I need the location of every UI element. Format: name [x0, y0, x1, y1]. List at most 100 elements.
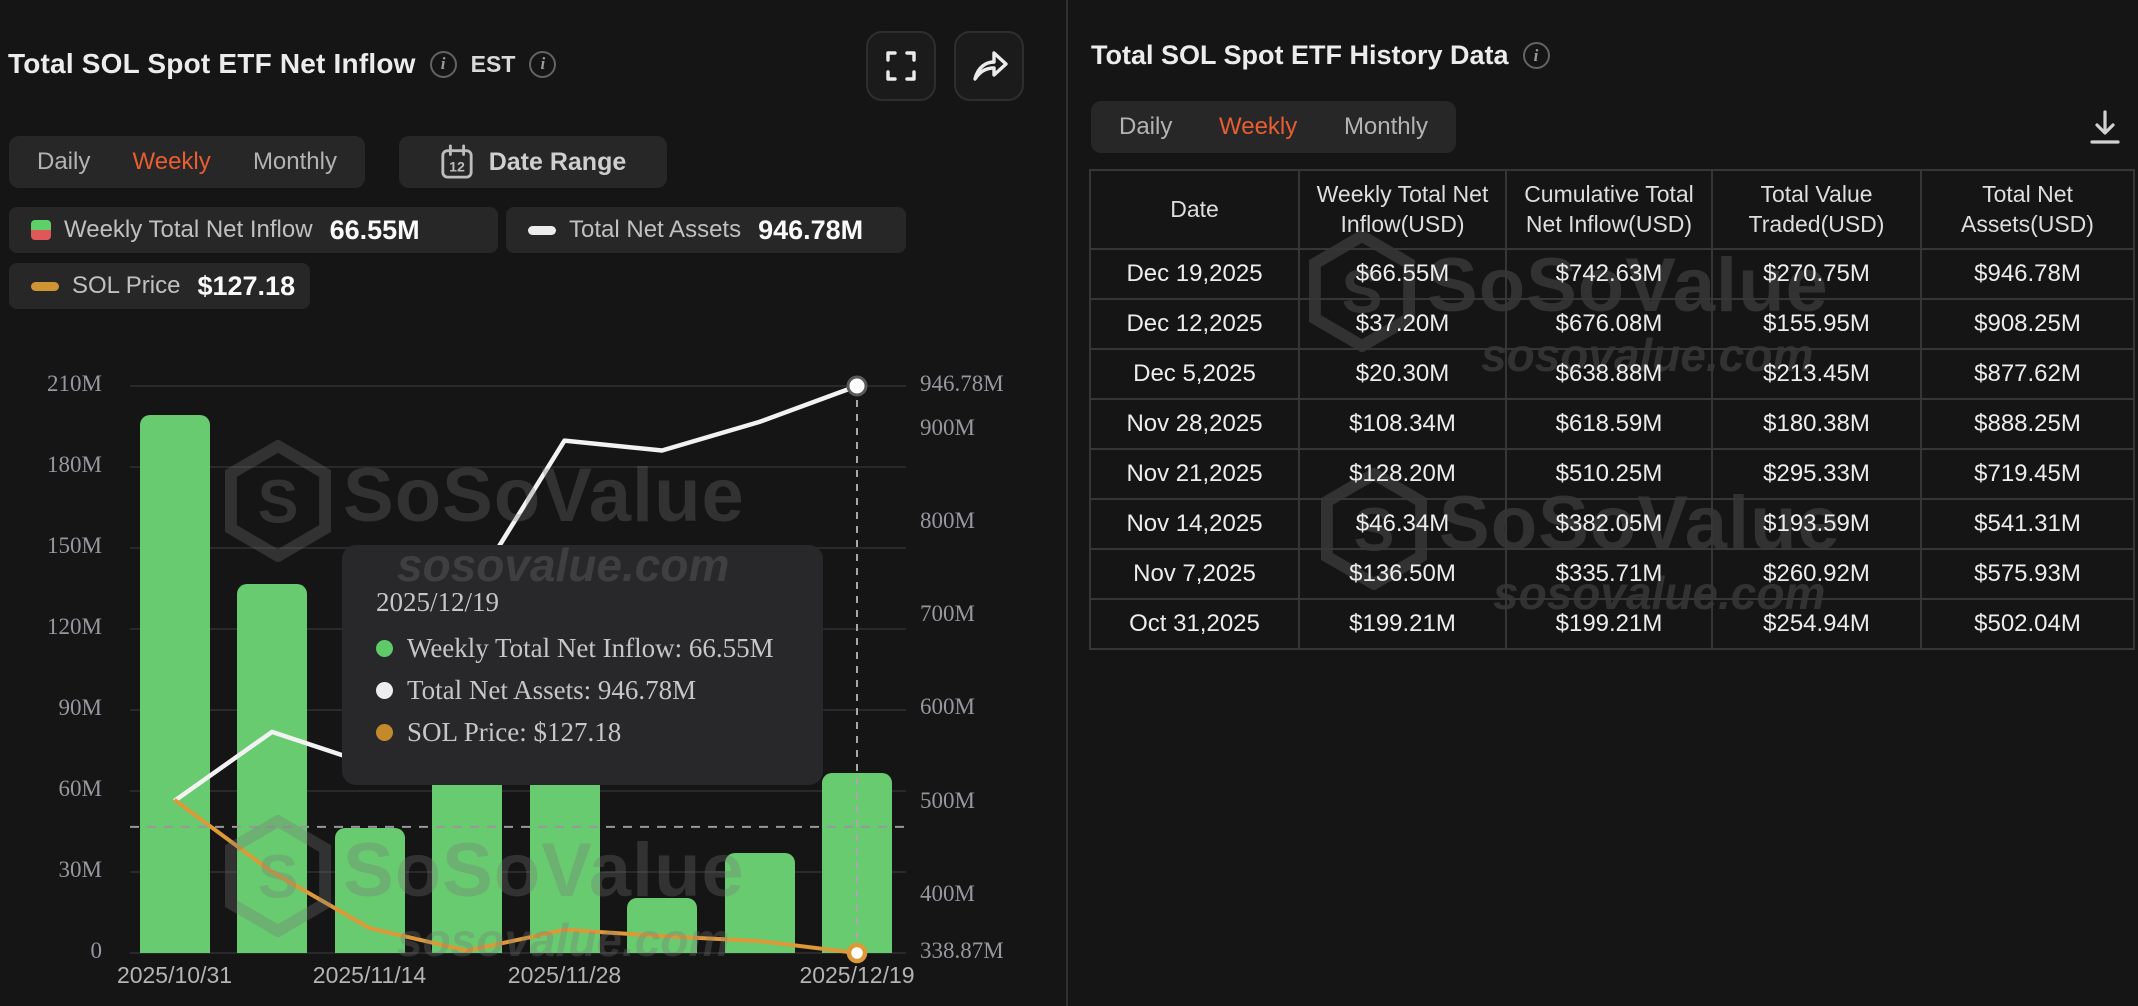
legend-label: Total Net Assets [569, 216, 742, 243]
tooltip-row: Weekly Total Net Inflow: 66.55M [376, 633, 774, 664]
download-button[interactable] [2083, 103, 2127, 151]
table-cell: $510.25M [1505, 448, 1713, 500]
inflow-bar[interactable] [724, 852, 795, 953]
chart-header: Total SOL Spot ETF Net Inflow i EST i [8, 48, 557, 80]
left-axis-tick-label: 30M [58, 857, 102, 882]
x-axis-tick-label: 2025/12/19 [799, 962, 915, 988]
inflow-bar[interactable] [139, 415, 210, 953]
download-icon [2090, 110, 2120, 144]
history-title: Total SOL Spot ETF History Data [1091, 40, 1509, 70]
table-cell: Oct 31,2025 [1089, 598, 1300, 650]
tab-daily[interactable]: Daily [1119, 113, 1173, 140]
table-cell: $213.45M [1711, 348, 1922, 400]
calendar-icon: 12 [441, 144, 473, 179]
table-row: Nov 21,2025 $128.20M $510.25M $295.33M $719.… [1089, 448, 2135, 500]
table-cell: $46.34M [1298, 498, 1507, 550]
table-cell: $193.59M [1711, 498, 1922, 550]
table-cell: $908.25M [1920, 298, 2135, 350]
tab-daily[interactable]: Daily [37, 148, 91, 175]
table-row: Dec 19,2025 $66.55M $742.63M $270.75M $946.7… [1089, 248, 2135, 300]
tab-monthly[interactable]: Monthly [1343, 113, 1428, 140]
timezone-info-icon[interactable]: i [529, 50, 557, 78]
inflow-bar[interactable] [237, 584, 307, 953]
table-cell: $199.21M [1298, 598, 1507, 650]
table-row: Oct 31,2025 $199.21M $199.21M $254.94M $502.… [1089, 598, 2135, 650]
table-cell: Dec 12,2025 [1089, 298, 1300, 350]
left-axis-tick-label: 120M [47, 614, 102, 639]
table-cell: $335.71M [1505, 548, 1713, 600]
table-cell: $136.50M [1298, 548, 1507, 600]
column-header-value-traded: Total Value Traded(USD) [1711, 169, 1922, 250]
x-axis-tick-label: 2025/11/28 [507, 962, 622, 988]
green-dot-icon [376, 640, 393, 657]
table-cell: $618.59M [1505, 398, 1713, 450]
table-row: Nov 14,2025 $46.34M $382.05M $193.59M $541.3… [1089, 498, 2135, 550]
legend-label: Weekly Total Net Inflow [64, 216, 313, 243]
tooltip-date: 2025/12/19 [376, 587, 500, 617]
orange-dot-icon [376, 724, 393, 741]
gridline [130, 385, 906, 387]
tooltip-text: SOL Price: $127.18 [407, 717, 622, 747]
table-cell: $676.08M [1505, 298, 1713, 350]
white-dash-swatch-icon [528, 225, 556, 235]
x-axis-tick-label: 2025/10/31 [116, 962, 233, 988]
history-period-tabs: Daily Weekly Monthly [1091, 101, 1456, 153]
legend-value: 946.78M [758, 214, 864, 245]
right-axis-tick-label: 500M [920, 787, 975, 813]
white-dot-icon [376, 682, 393, 699]
orange-dash-swatch-icon [31, 281, 59, 291]
table-cell: $180.38M [1711, 398, 1922, 450]
table-cell: $888.25M [1920, 398, 2135, 450]
legend-weekly-net-inflow[interactable]: Weekly Total Net Inflow 66.55M [9, 207, 498, 253]
column-header-net-assets: Total Net Assets(USD) [1920, 169, 2135, 250]
right-axis-tick-label: 338.87M [920, 938, 1004, 963]
fullscreen-icon [886, 51, 916, 81]
history-data-panel: S SoSoValue sosovalue.com S SoSoValue so… [1069, 0, 2138, 1006]
legend-label: SOL Price [72, 272, 181, 299]
table-header-row: Date Weekly Total Net Inflow(USD) Cumula… [1089, 169, 2135, 250]
right-axis-tick-label: 400M [920, 880, 975, 906]
tab-weekly[interactable]: Weekly [1219, 113, 1298, 140]
share-button[interactable] [954, 31, 1024, 101]
right-axis-tick-label: 900M [920, 414, 975, 440]
column-header-weekly-inflow: Weekly Total Net Inflow(USD) [1298, 169, 1507, 250]
chart-title-info-icon[interactable]: i [429, 50, 457, 78]
tab-weekly[interactable]: Weekly [132, 148, 211, 175]
left-axis-tick-label: 0 [90, 938, 103, 963]
inflow-bar[interactable] [334, 827, 405, 953]
table-cell: $270.75M [1711, 248, 1922, 300]
table-cell: $719.45M [1920, 448, 2135, 500]
table-row: Dec 5,2025 $20.30M $638.88M $213.45M $877.62… [1089, 348, 2135, 400]
table-cell: Dec 5,2025 [1089, 348, 1300, 400]
gridline [130, 466, 906, 468]
table-cell: $382.05M [1505, 498, 1713, 550]
tooltip-row: SOL Price: $127.18 [376, 717, 621, 748]
svg-text:12: 12 [449, 159, 465, 175]
legend-sol-price[interactable]: SOL Price $127.18 [9, 263, 310, 309]
table-cell: $66.55M [1298, 248, 1507, 300]
chart-canvas[interactable]: 2025/12/19 Weekly Total Net Inflow: 66.5… [0, 0, 1066, 1006]
table-cell: Nov 28,2025 [1089, 398, 1300, 450]
left-axis-tick-label: 180M [47, 452, 102, 477]
table-cell: Nov 14,2025 [1089, 498, 1300, 550]
table-cell: $20.30M [1298, 348, 1507, 400]
share-icon [973, 51, 1008, 81]
tooltip-row: Total Net Assets: 946.78M [376, 675, 696, 706]
x-axis-tick-label: 2025/11/14 [312, 962, 427, 988]
table-cell: $295.33M [1711, 448, 1922, 500]
date-range-button[interactable]: 12 Date Range [399, 136, 667, 188]
fullscreen-button[interactable] [866, 31, 936, 101]
history-title-info-icon[interactable]: i [1522, 42, 1550, 69]
chart-title: Total SOL Spot ETF Net Inflow [8, 48, 416, 79]
inflow-bar[interactable] [822, 773, 892, 953]
legend-total-net-assets[interactable]: Total Net Assets 946.78M [506, 207, 906, 253]
inflow-bar[interactable] [627, 898, 697, 953]
svg-text:S: S [258, 468, 299, 536]
sosovalue-logo-icon: S [225, 440, 331, 562]
tooltip-text: Total Net Assets: 946.78M [407, 675, 697, 705]
tab-monthly[interactable]: Monthly [252, 148, 337, 175]
table-cell: $946.78M [1920, 248, 2135, 300]
right-axis-tick-label: 700M [920, 601, 975, 627]
panel-divider [1066, 0, 1068, 1006]
green-red-swatch-icon [31, 220, 51, 240]
